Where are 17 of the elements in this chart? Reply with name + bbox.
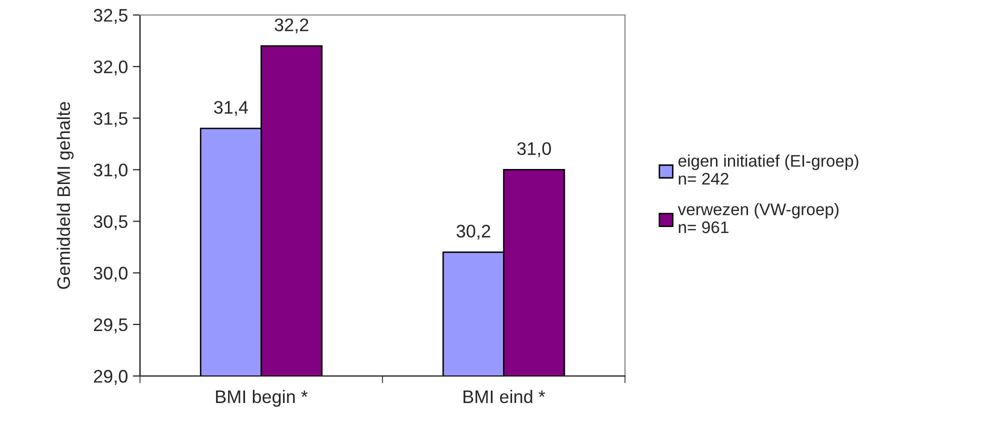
- y-tick-label: 32,0: [94, 60, 128, 76]
- y-tick-label: 31,5: [94, 112, 128, 127]
- legend-label: verwezen (VW-groep) n= 961: [678, 203, 838, 234]
- x-tick-label: BMI begin *: [216, 390, 308, 407]
- data-label: 31,0: [517, 142, 551, 158]
- y-axis-title: Gemiddeld BMI gehalte: [56, 102, 74, 289]
- y-tick-label: 29,0: [94, 370, 128, 385]
- x-tick-label: BMI eind *: [464, 390, 546, 404]
- data-label: 31,4: [214, 100, 248, 116]
- legend-label: eigen initiatief (EI-groep) n= 242: [678, 154, 858, 185]
- y-tick-label: 30,0: [94, 266, 128, 282]
- y-tick-label: 30,5: [94, 215, 128, 230]
- data-label: 30,2: [456, 224, 490, 240]
- data-label: 32,2: [274, 18, 308, 34]
- y-tick-label: 31,0: [94, 164, 128, 179]
- y-tick-label: 29,5: [94, 318, 128, 334]
- y-tick-label: 32,5: [94, 8, 128, 24]
